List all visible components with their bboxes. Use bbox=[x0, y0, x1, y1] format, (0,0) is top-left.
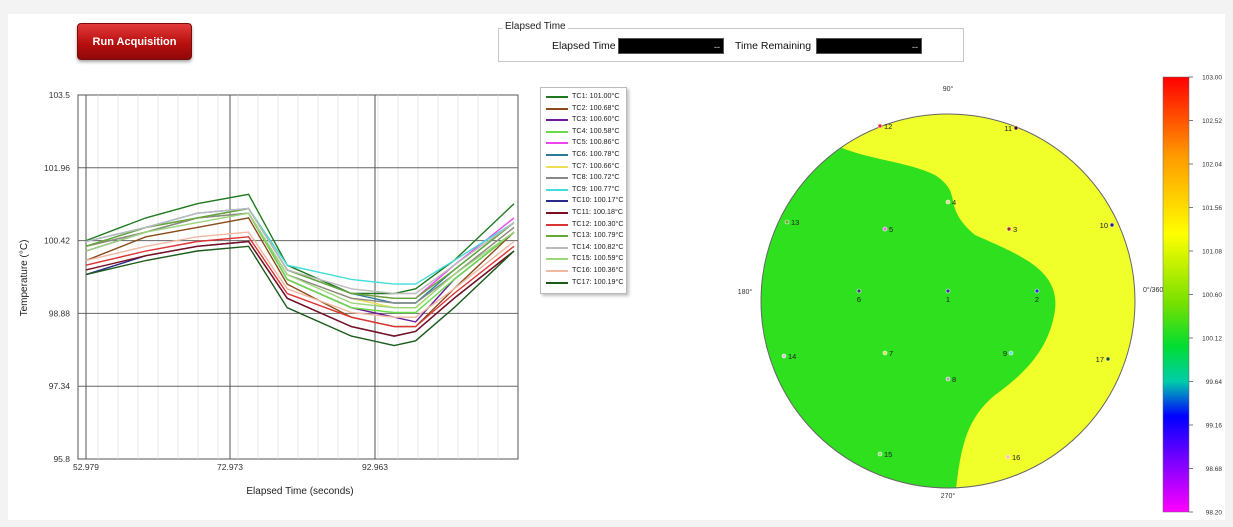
legend-entry-tc5: TC5: 100.86°C bbox=[541, 137, 626, 149]
legend-swatch bbox=[546, 270, 568, 272]
legend-entry-tc17: TC17: 100.19°C bbox=[541, 277, 626, 289]
legend-label: TC6: 100.78°C bbox=[572, 149, 620, 158]
legend-entry-tc4: TC4: 100.58°C bbox=[541, 126, 626, 138]
legend-entry-tc12: TC12: 100.30°C bbox=[541, 219, 626, 231]
legend-label: TC4: 100.58°C bbox=[572, 125, 620, 135]
x-tick-label: 52.979 bbox=[73, 462, 99, 472]
legend-label: TC10: 100.17°C bbox=[572, 195, 624, 205]
legend-label: TC3: 100.60°C bbox=[572, 114, 620, 124]
series-legend: TC1: 101.00°C TC2: 100.68°C TC3: 100.60°C T… bbox=[540, 87, 627, 294]
legend-swatch bbox=[546, 200, 568, 203]
legend-entry-tc7: TC7: 100.66°C bbox=[541, 161, 626, 173]
elapsed-time-label: Elapsed Time bbox=[552, 40, 616, 52]
legend-label: TC5: 100.86°C bbox=[572, 137, 620, 147]
legend-swatch bbox=[546, 223, 568, 226]
legend-swatch bbox=[546, 154, 568, 156]
legend-swatch bbox=[546, 119, 568, 122]
y-tick-label: 101.96 bbox=[44, 163, 70, 173]
legend-label: TC17: 100.19°C bbox=[572, 276, 624, 286]
legend-swatch bbox=[546, 212, 568, 214]
legend-swatch bbox=[546, 107, 568, 110]
y-axis-label: Temperature (°C) bbox=[19, 240, 30, 317]
legend-swatch bbox=[546, 258, 568, 261]
legend-entry-tc8: TC8: 100.72°C bbox=[541, 172, 626, 184]
series-line-tc17 bbox=[85, 245, 515, 347]
x-tick-label: 92.963 bbox=[362, 462, 388, 472]
legend-entry-tc10: TC10: 100.17°C bbox=[541, 195, 626, 207]
legend-swatch bbox=[546, 177, 568, 180]
x-tick-labels: 52.979 72.973 92.963 bbox=[73, 462, 388, 472]
legend-swatch bbox=[546, 142, 568, 145]
series-line-tc13 bbox=[85, 207, 515, 299]
legend-entry-tc2: TC2: 100.68°C bbox=[541, 103, 626, 115]
series-line-tc14 bbox=[85, 207, 515, 295]
elapsed-time-group bbox=[498, 28, 964, 62]
run-acquisition-button[interactable]: Run Acquisition bbox=[77, 23, 192, 60]
legend-entry-tc9: TC9: 100.77°C bbox=[541, 184, 626, 196]
legend-entry-tc6: TC6: 100.78°C bbox=[541, 149, 626, 161]
legend-label: TC2: 100.68°C bbox=[572, 102, 620, 112]
elapsed-group-legend: Elapsed Time bbox=[503, 21, 568, 32]
time-remaining-field: -- bbox=[816, 38, 922, 54]
legend-swatch bbox=[546, 130, 568, 133]
legend-swatch bbox=[546, 246, 568, 249]
legend-label: TC9: 100.77°C bbox=[572, 183, 620, 193]
legend-label: TC14: 100.82°C bbox=[572, 241, 624, 251]
legend-label: TC13: 100.79°C bbox=[572, 230, 624, 240]
legend-label: TC7: 100.66°C bbox=[572, 160, 620, 170]
y-tick-labels: 103.5 101.96 100.42 98.88 97.34 95.8 bbox=[44, 90, 70, 464]
legend-entry-tc1: TC1: 101.00°C bbox=[541, 91, 626, 103]
y-tick-label: 98.88 bbox=[49, 308, 71, 318]
chart-series bbox=[85, 193, 515, 347]
legend-swatch bbox=[546, 165, 568, 168]
series-line-tc8 bbox=[85, 212, 515, 304]
elapsed-time-field: -- bbox=[618, 38, 724, 54]
legend-entry-tc3: TC3: 100.60°C bbox=[541, 114, 626, 126]
legend-label: TC15: 100.59°C bbox=[572, 253, 624, 263]
legend-label: TC8: 100.72°C bbox=[572, 172, 620, 182]
legend-entry-tc11: TC11: 100.18°C bbox=[541, 207, 626, 219]
legend-entry-tc14: TC14: 100.82°C bbox=[541, 242, 626, 254]
legend-label: TC1: 101.00°C bbox=[572, 91, 620, 100]
y-tick-label: 100.42 bbox=[44, 236, 70, 246]
legend-entry-tc13: TC13: 100.79°C bbox=[541, 230, 626, 242]
legend-entry-tc15: TC15: 100.59°C bbox=[541, 253, 626, 265]
legend-swatch bbox=[546, 188, 568, 191]
time-remaining-label: Time Remaining bbox=[735, 40, 812, 52]
series-line-tc16 bbox=[85, 231, 515, 318]
legend-swatch bbox=[546, 235, 568, 238]
legend-label: TC12: 100.30°C bbox=[572, 218, 624, 228]
y-tick-label: 103.5 bbox=[49, 90, 71, 100]
series-line-tc11 bbox=[85, 240, 515, 337]
legend-label: TC16: 100.36°C bbox=[572, 265, 624, 274]
legend-swatch bbox=[546, 96, 568, 98]
legend-swatch bbox=[546, 281, 568, 284]
legend-entry-tc16: TC16: 100.36°C bbox=[541, 265, 626, 277]
x-tick-label: 72.973 bbox=[217, 462, 243, 472]
x-axis-label: Elapsed Time (seconds) bbox=[246, 486, 353, 497]
series-line-tc15 bbox=[85, 212, 515, 309]
series-line-tc12 bbox=[85, 236, 515, 328]
y-tick-label: 97.34 bbox=[49, 381, 71, 391]
temperature-chart: 103.5 101.96 100.42 98.88 97.34 95.8 52.979 72… bbox=[19, 90, 519, 497]
y-tick-label: 95.8 bbox=[53, 454, 70, 464]
legend-label: TC11: 100.18°C bbox=[572, 207, 624, 216]
